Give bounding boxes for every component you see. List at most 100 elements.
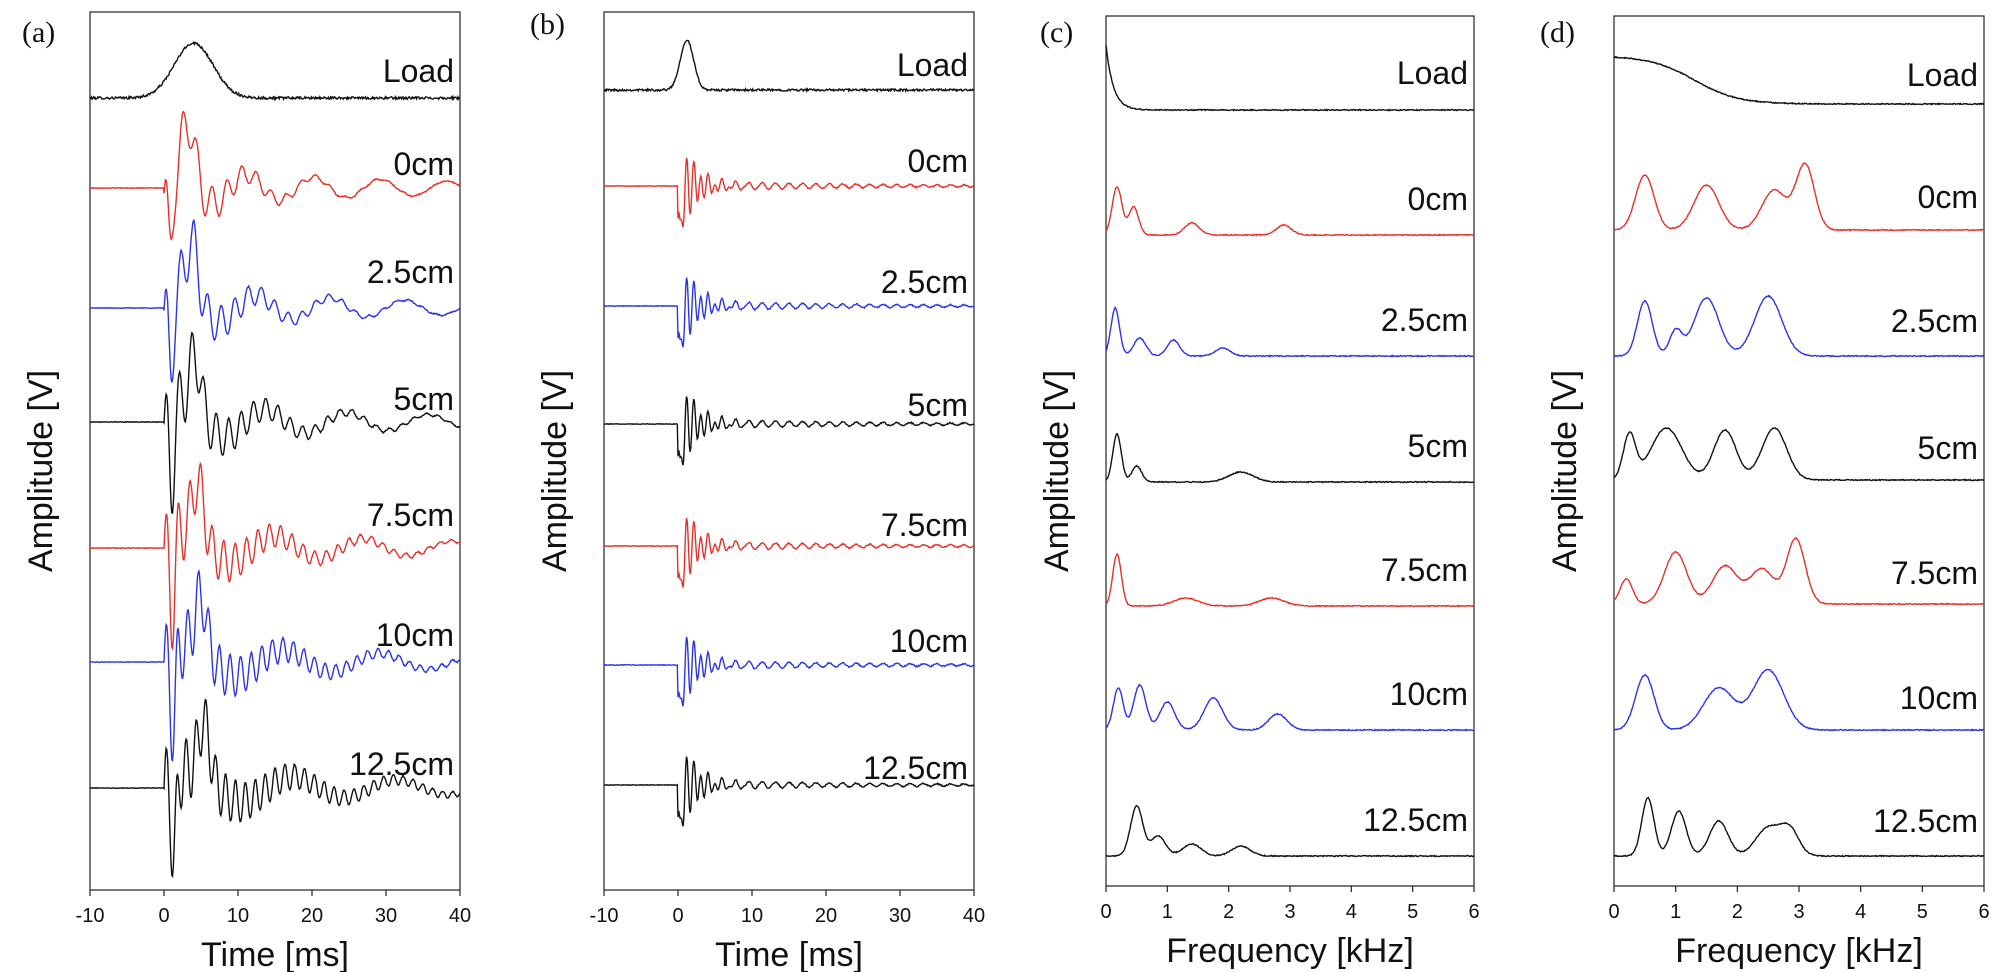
series-line-2-5cm — [89, 219, 461, 383]
plot-frame — [89, 11, 461, 891]
x-axis-label: Time [ms] — [715, 936, 863, 972]
panel-label: (a) — [22, 16, 55, 49]
y-axis-label: Amplitude [V] — [1038, 370, 1076, 572]
series-label: Load — [1907, 57, 1978, 93]
series-line-Load — [1613, 55, 1985, 106]
x-tick-label: -10 — [76, 905, 105, 927]
series-label: 7.5cm — [1891, 555, 1978, 591]
series-line-12-5cm — [604, 756, 975, 827]
series-line-12-5cm — [89, 698, 461, 879]
x-tick-label: 5 — [1407, 901, 1418, 923]
x-tick-label: -10 — [590, 905, 619, 927]
series-label: 2.5cm — [1891, 303, 1978, 339]
series-line-10cm — [603, 636, 975, 707]
series-line-7-5cm — [89, 461, 461, 651]
x-tick-label: 40 — [963, 905, 985, 927]
series-label: 2.5cm — [881, 264, 968, 300]
series-line-2-5cm — [603, 277, 975, 348]
x-tick-label: 6 — [1468, 901, 1479, 923]
series-line-7-5cm — [1105, 553, 1475, 608]
x-tick-label: 30 — [375, 905, 397, 927]
series-label: Load — [383, 53, 454, 89]
x-tick-label: 4 — [1346, 901, 1357, 923]
series-label: 10cm — [1900, 680, 1978, 716]
series-label: 5cm — [394, 381, 454, 417]
panel-a: (a) Amplitude [V] -10 0 10 20 30 40 Time [ms] Loa… — [22, 11, 471, 972]
y-axis-label: Amplitude [V] — [22, 370, 60, 572]
series-label: 2.5cm — [1381, 302, 1468, 338]
series-line-0cm — [603, 157, 975, 228]
series-label: 12.5cm — [863, 750, 968, 786]
series-label: 0cm — [1918, 179, 1978, 215]
x-tick-label: 20 — [815, 905, 837, 927]
series-line-2-5cm — [1613, 294, 1985, 358]
series-label: 10cm — [376, 617, 454, 653]
x-tick-label: 10 — [227, 905, 249, 927]
series-line-10cm — [1105, 683, 1475, 732]
x-axis-label: Frequency [kHz] — [1166, 932, 1414, 970]
x-tick-label: 3 — [1793, 901, 1804, 923]
panel-d: (d) Amplitude [V] 0 1 2 3 4 5 6 Frequency [kHz] Lo… — [1540, 15, 1990, 970]
plot-frame — [603, 11, 975, 891]
series-line-Load — [1105, 45, 1475, 112]
series-label: Load — [1397, 55, 1468, 91]
x-tick-label: 30 — [889, 905, 911, 927]
series-line-10cm — [89, 568, 461, 762]
series-label: 5cm — [1408, 428, 1468, 464]
series-label: 0cm — [908, 143, 968, 179]
x-tick-label: 0 — [1100, 901, 1111, 923]
series-label: 0cm — [1408, 181, 1468, 217]
x-tick-label: 5 — [1917, 901, 1928, 923]
x-tick-label: 2 — [1223, 901, 1234, 923]
series-line-0cm — [1105, 186, 1475, 237]
series-line-5cm — [603, 396, 975, 466]
series-line-5cm — [1105, 433, 1475, 484]
x-tick-label: 20 — [301, 905, 323, 927]
y-axis-label: Amplitude [V] — [536, 370, 574, 572]
x-tick-label: 3 — [1284, 901, 1295, 923]
panel-b: (b) Amplitude [V] -10 0 10 20 30 40 Time [ms] Loa… — [530, 8, 985, 972]
panel-label: (d) — [1540, 16, 1575, 49]
series-label: Load — [897, 47, 968, 83]
series-label: 12.5cm — [349, 746, 454, 782]
series-line-12-5cm — [1105, 804, 1475, 858]
series-line-10cm — [1613, 668, 1985, 732]
x-tick-label: 1 — [1670, 901, 1681, 923]
x-tick-label: 0 — [158, 905, 169, 927]
series-label: 10cm — [1390, 676, 1468, 712]
series-label: 12.5cm — [1363, 802, 1468, 838]
x-tick-label: 6 — [1978, 901, 1989, 923]
series-line-Load — [604, 39, 975, 94]
series-label: 10cm — [890, 623, 968, 659]
series-line-7-5cm — [1613, 536, 1985, 606]
series-label: 5cm — [1918, 430, 1978, 466]
series-line-12-5cm — [1613, 796, 1985, 858]
series-label: 7.5cm — [1381, 552, 1468, 588]
x-tick-label: 10 — [741, 905, 763, 927]
x-tick-label: 1 — [1162, 901, 1173, 923]
x-axis-label: Frequency [kHz] — [1675, 932, 1923, 970]
series-label: 2.5cm — [367, 254, 454, 290]
x-tick-label: 4 — [1855, 901, 1866, 923]
series-line-5cm — [89, 331, 461, 515]
x-tick-label: 2 — [1732, 901, 1743, 923]
x-tick-label: 0 — [1608, 901, 1619, 923]
x-tick-label: 40 — [449, 905, 471, 927]
series-line-2-5cm — [1105, 306, 1475, 358]
series-label: 7.5cm — [881, 507, 968, 543]
x-tick-label: 0 — [672, 905, 683, 927]
series-label: 0cm — [394, 146, 454, 182]
series-line-0cm — [1613, 162, 1985, 232]
series-line-Load — [89, 40, 461, 102]
series-label: 12.5cm — [1873, 803, 1978, 839]
panel-c: (c) Amplitude [V] 0 1 2 3 4 5 6 Frequency [kHz] Lo… — [1038, 15, 1480, 970]
series-label: 7.5cm — [367, 497, 454, 533]
panel-label: (b) — [530, 8, 565, 41]
x-axis-label: Time [ms] — [201, 936, 349, 972]
series-line-0cm — [90, 110, 461, 241]
series-line-5cm — [1613, 426, 1984, 482]
series-line-7-5cm — [603, 518, 975, 588]
series-label: 5cm — [908, 387, 968, 423]
y-axis-label: Amplitude [V] — [1546, 370, 1584, 572]
